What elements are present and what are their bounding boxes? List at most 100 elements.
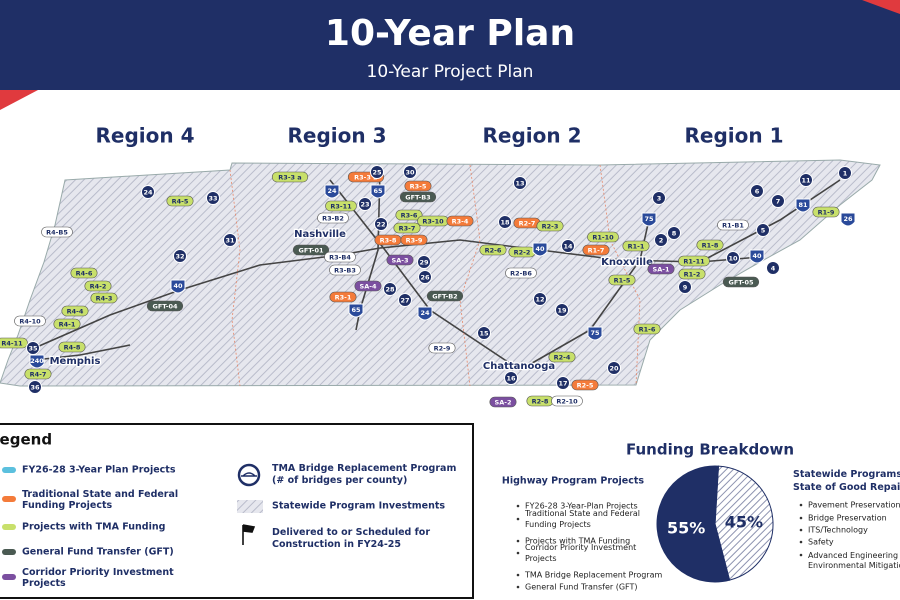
project-badge: R3-B2 — [317, 212, 349, 224]
badge-label: GFT-04 — [153, 303, 178, 311]
bridge-marker — [556, 376, 570, 390]
project-badge: R4-B5 — [41, 226, 73, 238]
project-badge: R3-3 a — [271, 171, 309, 183]
badge-label: R2-6 — [485, 247, 502, 255]
project-badge: GFT-B2 — [426, 290, 464, 302]
bridge-marker — [417, 255, 431, 269]
badge-pill — [14, 315, 46, 327]
project-badge: R3-B4 — [324, 251, 356, 263]
badge-pill — [647, 263, 675, 275]
highway-heading: Highway Program Projects — [502, 476, 644, 487]
project-badge: R2-4 — [548, 351, 576, 363]
item-line: Environmental Mitigation — [808, 561, 900, 570]
legend-label: Corridor Priority Investment Projects — [22, 567, 174, 589]
legend-box — [0, 423, 474, 599]
region-boundary — [229, 169, 241, 387]
badge-label: R3-11 — [330, 203, 352, 211]
badge-label: R3-B2 — [322, 215, 344, 223]
badge-label: R4-8 — [64, 344, 81, 352]
legend-label: FY26-28 3-Year Plan Projects — [22, 465, 176, 476]
badge-label: R3-1 — [335, 294, 352, 302]
bridge-marker — [766, 261, 780, 275]
badge-label: GFT-B2 — [432, 293, 457, 301]
badge-pill — [292, 244, 330, 256]
project-badge: GFT-05 — [722, 276, 760, 288]
bridge-count: 28 — [385, 286, 395, 294]
badge-pill — [551, 395, 583, 407]
badge-label: GFT-01 — [299, 247, 324, 255]
bridge-icon — [241, 472, 257, 477]
badge-label: R1-8 — [702, 242, 719, 250]
bridge-marker — [561, 239, 575, 253]
project-badge: R1-11 — [678, 255, 710, 267]
interstate-number: 40 — [535, 245, 545, 253]
interstate-number: 24 — [327, 187, 337, 195]
badge-label: SA-3 — [392, 257, 409, 265]
pie-value-label: 45% — [725, 513, 763, 532]
bridge-marker — [223, 233, 237, 247]
bridge-count: 27 — [400, 297, 409, 305]
bridge-count: 6 — [755, 188, 760, 196]
badge-label: R3-3 a — [278, 174, 301, 182]
bridge-marker — [726, 251, 740, 265]
bridge-count: 10 — [728, 255, 738, 263]
project-badge: R1-7 — [582, 244, 610, 256]
region-label: Region 4 — [96, 124, 195, 148]
interstate-number: 40 — [752, 252, 762, 260]
bridge-marker — [652, 191, 666, 205]
bridge-count: 25 — [372, 169, 382, 177]
badge-label: SA-1 — [653, 266, 670, 274]
pie-slice — [714, 465, 774, 581]
statewide-item: Safety — [808, 538, 834, 547]
badge-label: R4-3 — [96, 295, 113, 303]
badge-label: R4-11 — [1, 340, 23, 348]
badge-pill — [393, 222, 421, 234]
project-badge: R2-3 — [536, 220, 564, 232]
bullet — [799, 516, 803, 520]
bridge-marker — [374, 217, 388, 231]
badge-pill — [166, 195, 194, 207]
interstate-shield — [29, 354, 45, 369]
badge-label: R2-2 — [514, 249, 531, 257]
badge-pill — [90, 292, 118, 304]
badge-pill — [678, 255, 710, 267]
bridge-count: 3 — [657, 195, 662, 203]
badge-pill — [70, 267, 98, 279]
project-badge: R1-1 — [622, 240, 650, 252]
badge-label: R1-9 — [818, 209, 835, 217]
bridge-marker — [799, 173, 813, 187]
interstate-shield — [587, 326, 603, 341]
badge-label: R1-2 — [684, 271, 701, 279]
bridge-marker — [370, 165, 384, 179]
badge-label: R4-B5 — [46, 229, 68, 237]
bridge-marker — [358, 197, 372, 211]
region-boundary — [459, 164, 481, 387]
badge-pill — [399, 191, 437, 203]
highway — [34, 344, 131, 361]
badge-label: R2-7 — [519, 220, 536, 228]
highway-item: Projects with TMA Funding — [525, 537, 630, 546]
badge-label: SA-2 — [495, 399, 512, 407]
legend-line: Funding Projects — [22, 500, 113, 511]
badge-label: R3-3 b — [354, 174, 378, 182]
badge-label: R3-10 — [422, 218, 444, 226]
bridge-count: 12 — [535, 296, 544, 304]
legend-line: Projects — [22, 578, 66, 589]
project-badge: R3-9 — [400, 234, 428, 246]
bridge-count: 4 — [771, 265, 776, 273]
bridge-marker — [513, 176, 527, 190]
legend-line: Traditional State and Federal — [22, 489, 178, 500]
legend-line: Construction in FY24-25 — [272, 539, 401, 550]
project-badge: R3-B3 — [329, 264, 361, 276]
highway-item: Corridor Priority Investment Projects — [525, 543, 636, 563]
badge-pill — [324, 251, 356, 263]
project-badge: GFT-B3 — [399, 191, 437, 203]
project-badge: R2-8 — [526, 395, 554, 407]
bridge-marker — [756, 223, 770, 237]
badge-pill — [400, 234, 428, 246]
badge-label: R1-5 — [614, 277, 631, 285]
page-title: 10-Year Plan — [325, 13, 575, 54]
project-badge: R4-7 — [24, 368, 52, 380]
bullet — [799, 528, 803, 532]
interstate-shield — [324, 184, 340, 199]
